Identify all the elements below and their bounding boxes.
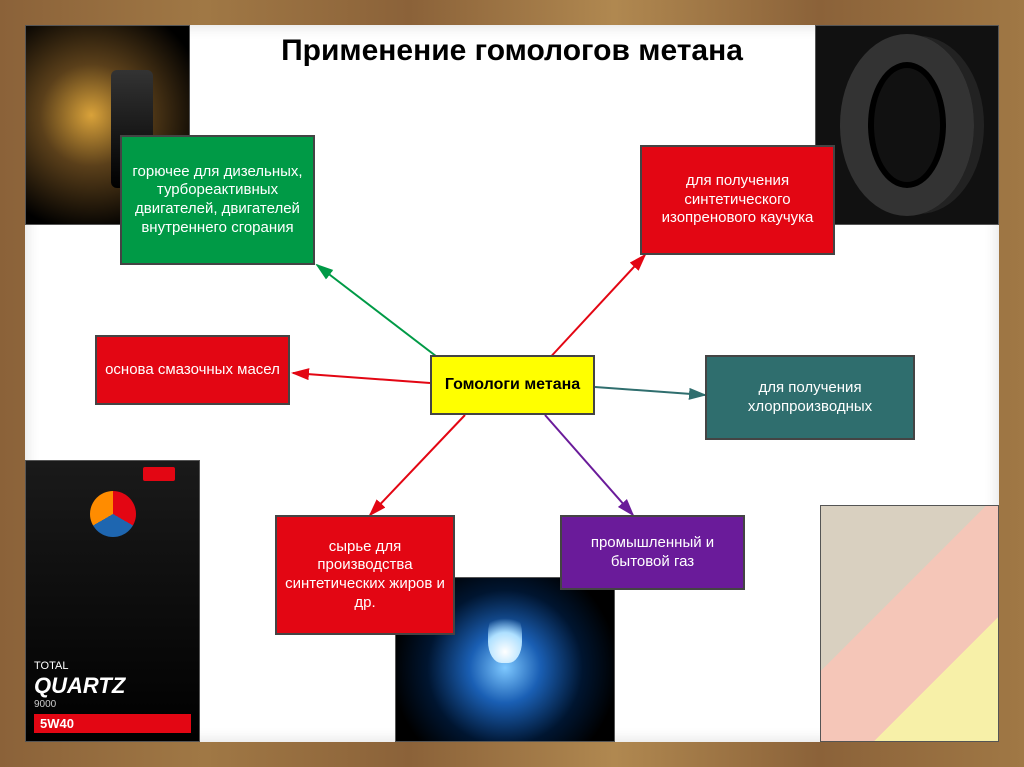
arrow-to-rubber [545,255,645,363]
board-illustration [821,506,998,741]
node-lube: основа смазочных масел [95,335,290,405]
arrow-to-fuel [317,265,445,363]
center-node: Гомологи метана [430,355,595,415]
tire-photo [815,25,999,225]
node-rubber: для получения синтетического изопреновог… [640,145,835,255]
drywall-photo [820,505,999,742]
arrow-to-fats [370,415,465,515]
arrow-to-lube [293,373,430,383]
node-gas: промышленный и бытовой газ [560,515,745,590]
oil-product: QUARTZ [34,673,191,699]
slide-canvas: Применение гомологов метана TOTAL QUARTZ… [25,25,999,742]
oil-visc: 5W40 [34,714,191,733]
oil-brand: TOTAL [34,659,191,673]
tire-illustration [816,26,998,224]
motor-oil-can-photo: TOTAL QUARTZ 9000 5W40 [25,460,200,742]
arrow-to-chloro [595,387,705,395]
node-fuel: горючее для дизельных, турбореактивных д… [120,135,315,265]
arrow-to-gas [545,415,633,515]
oil-grade: 9000 [34,699,191,710]
node-chloro: для получения хлорпроизводных [705,355,915,440]
oil-can-illustration: TOTAL QUARTZ 9000 5W40 [26,461,199,741]
node-fats: сырье для производства синтетических жир… [275,515,455,635]
